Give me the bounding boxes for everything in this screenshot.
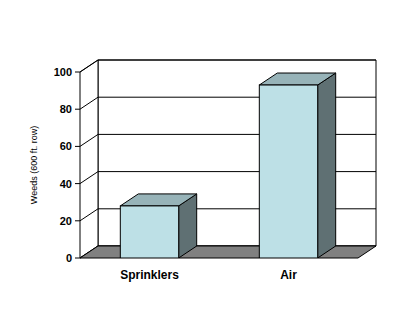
tick-mark	[75, 72, 80, 73]
bar	[120, 206, 178, 258]
category-label: Sprinklers	[120, 268, 179, 282]
tick-label: 20	[60, 215, 72, 227]
tick-label: 80	[60, 103, 72, 115]
x-labels: Sprinklers Air	[120, 268, 297, 282]
tick-mark	[75, 183, 80, 184]
bar-top	[120, 194, 196, 206]
side-wall	[80, 60, 98, 258]
chart-container: 0 20 40 60 80 100 Sprinklers Air Weeds (600 ft. …	[0, 0, 420, 315]
chart-svg: 0 20 40 60 80 100 Sprinklers Air Weeds (600 ft. …	[0, 0, 420, 315]
grid	[80, 60, 376, 258]
grid-line	[80, 60, 376, 72]
bar	[259, 85, 317, 258]
bar-side	[318, 73, 336, 258]
walls	[80, 60, 376, 258]
tick-mark	[75, 220, 80, 221]
tick-mark	[75, 146, 80, 147]
y-ticks: 0 20 40 60 80 100	[54, 66, 80, 264]
bars	[120, 73, 335, 258]
bar-top	[259, 73, 335, 85]
tick-label: 60	[60, 140, 72, 152]
tick-mark	[75, 109, 80, 110]
category-label: Air	[280, 268, 297, 282]
y-axis-label: Weeds (600 ft. row)	[29, 126, 39, 204]
tick-label: 0	[66, 252, 72, 264]
tick-label: 40	[60, 178, 72, 190]
tick-label: 100	[54, 66, 72, 78]
